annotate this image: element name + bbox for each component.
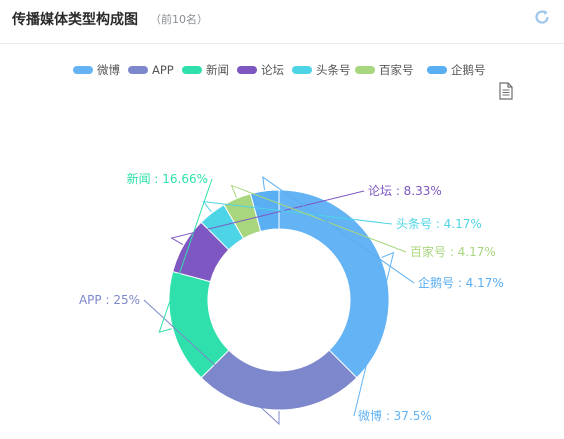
- data-label: 头条号 : 4.17%: [396, 217, 482, 231]
- legend-swatch: [427, 66, 447, 74]
- chart-subtitle: （前10名）: [150, 13, 208, 26]
- legend-swatch: [128, 66, 148, 74]
- donut-slice[interactable]: [278, 189, 390, 379]
- donut-slices: [168, 189, 390, 411]
- legend-item[interactable]: 头条号: [292, 63, 351, 77]
- data-label: 微博 : 37.5%: [358, 408, 432, 423]
- label-leader-line: [262, 176, 415, 284]
- legend-label: 论坛: [261, 63, 284, 77]
- chart-header: 传播媒体类型构成图 （前10名）: [0, 0, 564, 44]
- data-label: 百家号 : 4.17%: [410, 244, 496, 259]
- legend-swatch: [355, 66, 375, 74]
- legend-item[interactable]: 企鹅号: [427, 63, 486, 77]
- legend-swatch: [182, 66, 202, 74]
- legend-swatch: [292, 66, 312, 74]
- legend-label: APP: [152, 63, 174, 77]
- legend-label: 百家号: [379, 63, 414, 77]
- label-leader-line: [353, 251, 395, 417]
- label-leader-line: [143, 299, 280, 426]
- data-label: 论坛 : 8.33%: [368, 184, 442, 198]
- legend-swatch: [73, 66, 93, 74]
- legend-label: 头条号: [316, 63, 351, 77]
- label-leader-line: [170, 190, 365, 245]
- legend-item[interactable]: 新闻: [182, 63, 229, 77]
- chart-title: 传播媒体类型构成图: [12, 12, 138, 28]
- data-label: 新闻 : 16.66%: [127, 171, 208, 186]
- save-as-image-button[interactable]: [499, 82, 513, 100]
- legend-swatch: [237, 66, 257, 74]
- legend: 微博 APP 新闻 论坛 头条号 百家号 企鹅号: [73, 63, 486, 77]
- legend-item[interactable]: 论坛: [237, 63, 284, 77]
- legend-item[interactable]: 百家号: [355, 63, 414, 77]
- label-leader-line: [230, 184, 407, 253]
- donut-slice[interactable]: [200, 349, 358, 411]
- data-label: 企鹅号 : 4.17%: [418, 275, 504, 290]
- legend-item[interactable]: APP: [128, 63, 174, 77]
- legend-label: 微博: [97, 63, 120, 77]
- legend-label: 企鹅号: [451, 63, 486, 77]
- refresh-icon[interactable]: [533, 8, 551, 26]
- legend-label: 新闻: [206, 63, 229, 77]
- label-leader-line: [158, 178, 213, 333]
- data-label: APP : 25%: [79, 293, 140, 307]
- legend-item[interactable]: 微博: [73, 63, 120, 77]
- label-leader-line: [202, 201, 393, 225]
